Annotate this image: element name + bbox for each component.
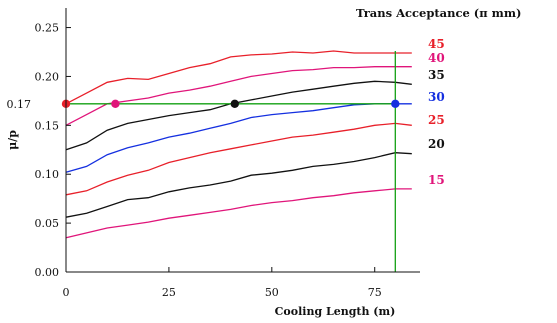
x-tick-label: 0: [63, 286, 70, 299]
series-label-40: 40: [428, 51, 445, 65]
x-axis-title: Cooling Length (m): [275, 305, 396, 318]
series-label-35: 35: [428, 68, 445, 82]
series-line-40: [65, 66, 412, 126]
series-label-15: 15: [428, 173, 445, 187]
series-line-25: [65, 122, 412, 196]
y-tick-label: 0.00: [35, 266, 60, 279]
x-tick-label: 50: [265, 286, 279, 299]
axis-ticks: 0.00 0.05 0.10 0.15 0.20 0.25 0 25 50 75: [35, 22, 382, 299]
series-label-20: 20: [428, 137, 445, 151]
series-line-30: [65, 103, 412, 173]
y-tick-label: 0.25: [35, 22, 60, 35]
marker-point-4: [391, 99, 400, 109]
y-axis-title: μ/p: [6, 130, 19, 150]
series-label-45: 45: [428, 37, 445, 51]
y-tick-label: 0.15: [35, 119, 60, 132]
marker-point-2: [111, 99, 120, 109]
y-tick-label: 0.05: [35, 217, 60, 230]
axes: [65, 8, 420, 273]
series-label-30: 30: [428, 90, 445, 104]
series-line-15: [65, 188, 412, 239]
series-label-25: 25: [428, 113, 445, 127]
y-tick-label: 0.20: [35, 70, 60, 83]
x-tick-label: 25: [162, 286, 176, 299]
series-line-20: [65, 152, 412, 218]
series-lines: [65, 50, 412, 239]
series-line-35: [65, 80, 412, 151]
y-tick-label: 0.10: [35, 168, 60, 181]
reference-y-label: 0.17: [7, 98, 32, 111]
x-tick-label: 75: [368, 286, 382, 299]
series-line-45: [65, 50, 412, 105]
marker-point-3: [230, 99, 239, 109]
legend-title: Trans Acceptance (π mm): [356, 6, 521, 20]
